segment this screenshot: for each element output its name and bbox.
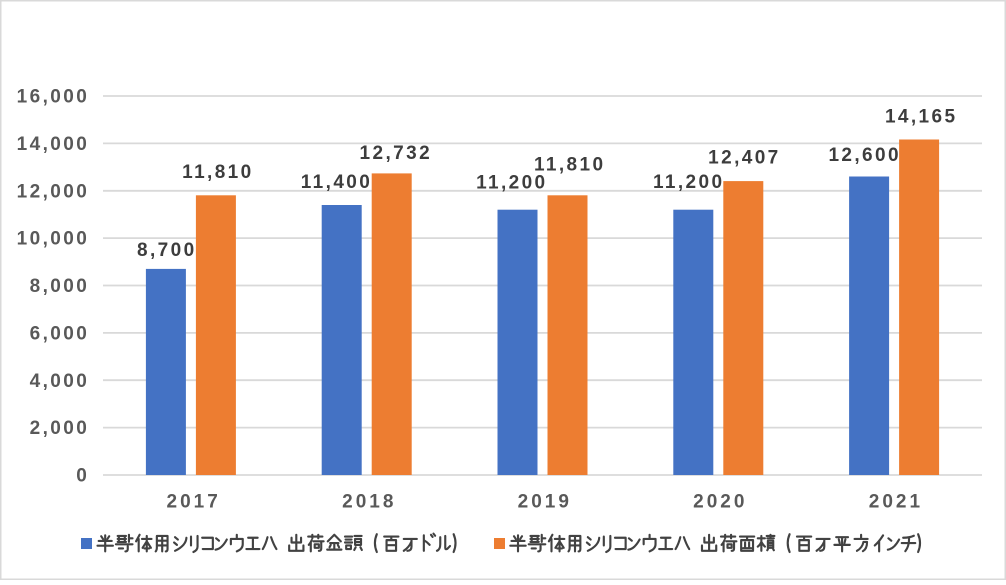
svg-text:14,165: 14,165 <box>885 106 958 127</box>
svg-text:14,000: 14,000 <box>17 134 90 155</box>
svg-text:11,200: 11,200 <box>476 173 547 194</box>
svg-text:12,000: 12,000 <box>17 181 90 202</box>
svg-text:2017: 2017 <box>167 491 221 512</box>
svg-text:11,200: 11,200 <box>653 172 724 193</box>
svg-text:0: 0 <box>76 466 89 487</box>
svg-text:11,810: 11,810 <box>534 154 605 175</box>
svg-text:4,000: 4,000 <box>30 371 90 392</box>
svg-text:2019: 2019 <box>518 491 572 512</box>
svg-text:11,400: 11,400 <box>301 172 372 193</box>
svg-text:8,700: 8,700 <box>137 240 197 261</box>
svg-text:16,000: 16,000 <box>17 87 90 108</box>
svg-text:6,000: 6,000 <box>30 324 90 345</box>
svg-text:11,810: 11,810 <box>182 162 253 183</box>
svg-text:12,732: 12,732 <box>360 143 433 164</box>
svg-text:2021: 2021 <box>869 491 923 512</box>
svg-text:10,000: 10,000 <box>17 229 90 250</box>
svg-text:8,000: 8,000 <box>30 276 90 297</box>
svg-text:12,407: 12,407 <box>708 148 781 169</box>
svg-text:2,000: 2,000 <box>30 418 90 439</box>
svg-text:12,600: 12,600 <box>828 145 901 166</box>
svg-text:2020: 2020 <box>693 491 747 512</box>
svg-text:2018: 2018 <box>342 491 396 512</box>
